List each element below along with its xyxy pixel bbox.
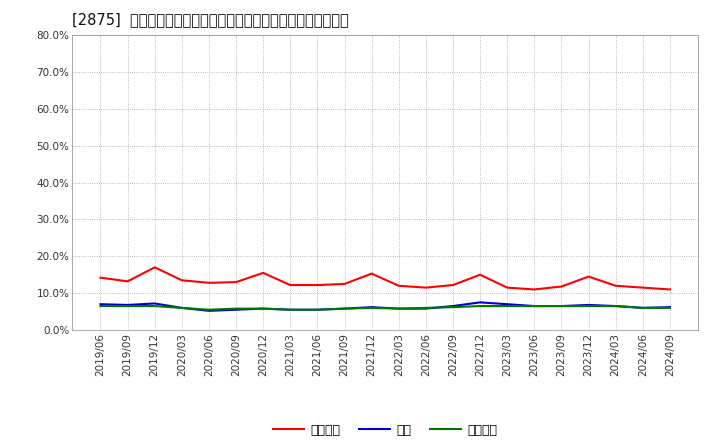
売上債権 bbox=[286, 282, 294, 288]
買入債務 bbox=[421, 305, 430, 311]
在庫 bbox=[557, 304, 566, 309]
買入債務 bbox=[232, 306, 240, 311]
在庫 bbox=[150, 301, 159, 306]
買入債務 bbox=[476, 304, 485, 309]
売上債権 bbox=[178, 278, 186, 283]
Legend: 売上債権, 在庫, 買入債務: 売上債権, 在庫, 買入債務 bbox=[268, 419, 503, 440]
在庫 bbox=[204, 308, 213, 313]
買入債務 bbox=[449, 304, 457, 310]
売上債権 bbox=[584, 274, 593, 279]
在庫 bbox=[286, 307, 294, 312]
売上債権 bbox=[530, 287, 539, 292]
在庫 bbox=[232, 307, 240, 312]
買入債務 bbox=[204, 307, 213, 312]
在庫 bbox=[449, 304, 457, 309]
在庫 bbox=[639, 305, 647, 311]
在庫 bbox=[421, 306, 430, 311]
買入債務 bbox=[530, 304, 539, 309]
売上債権 bbox=[395, 283, 403, 289]
売上債権 bbox=[367, 271, 376, 276]
在庫 bbox=[395, 306, 403, 311]
在庫 bbox=[178, 305, 186, 311]
買入債務 bbox=[395, 306, 403, 311]
買入債務 bbox=[557, 304, 566, 309]
買入債務 bbox=[96, 304, 105, 309]
売上債権 bbox=[421, 285, 430, 290]
売上債権 bbox=[150, 265, 159, 270]
売上債権 bbox=[476, 272, 485, 277]
売上債権 bbox=[611, 283, 620, 289]
売上債権 bbox=[232, 279, 240, 285]
買入債務 bbox=[123, 304, 132, 309]
在庫 bbox=[313, 307, 322, 312]
Text: [2875]  売上債権、在庫、買入債務の総資産に対する比率の推移: [2875] 売上債権、在庫、買入債務の総資産に対する比率の推移 bbox=[72, 12, 348, 27]
売上債権 bbox=[665, 287, 674, 292]
在庫 bbox=[341, 306, 349, 311]
売上債権 bbox=[313, 282, 322, 288]
売上債権 bbox=[204, 280, 213, 286]
在庫 bbox=[611, 304, 620, 309]
買入債務 bbox=[259, 306, 268, 311]
Line: 在庫: 在庫 bbox=[101, 302, 670, 311]
在庫 bbox=[96, 301, 105, 307]
在庫 bbox=[665, 304, 674, 310]
売上債権 bbox=[259, 270, 268, 275]
買入債務 bbox=[286, 307, 294, 312]
売上債権 bbox=[449, 282, 457, 288]
Line: 売上債権: 売上債権 bbox=[101, 268, 670, 290]
買入債務 bbox=[341, 306, 349, 311]
在庫 bbox=[367, 304, 376, 310]
売上債権 bbox=[341, 281, 349, 286]
買入債務 bbox=[367, 305, 376, 311]
買入債務 bbox=[584, 304, 593, 309]
在庫 bbox=[530, 304, 539, 309]
売上債権 bbox=[123, 279, 132, 284]
買入債務 bbox=[665, 305, 674, 311]
在庫 bbox=[503, 301, 511, 307]
売上債権 bbox=[557, 284, 566, 289]
売上債権 bbox=[503, 285, 511, 290]
買入債務 bbox=[150, 304, 159, 309]
在庫 bbox=[123, 302, 132, 308]
買入債務 bbox=[639, 305, 647, 311]
買入債務 bbox=[503, 304, 511, 309]
買入債務 bbox=[313, 307, 322, 312]
Line: 買入債務: 買入債務 bbox=[101, 306, 670, 310]
在庫 bbox=[476, 300, 485, 305]
買入債務 bbox=[178, 305, 186, 311]
買入債務 bbox=[611, 304, 620, 309]
売上債権 bbox=[639, 285, 647, 290]
売上債権 bbox=[96, 275, 105, 280]
在庫 bbox=[584, 302, 593, 308]
在庫 bbox=[259, 306, 268, 311]
